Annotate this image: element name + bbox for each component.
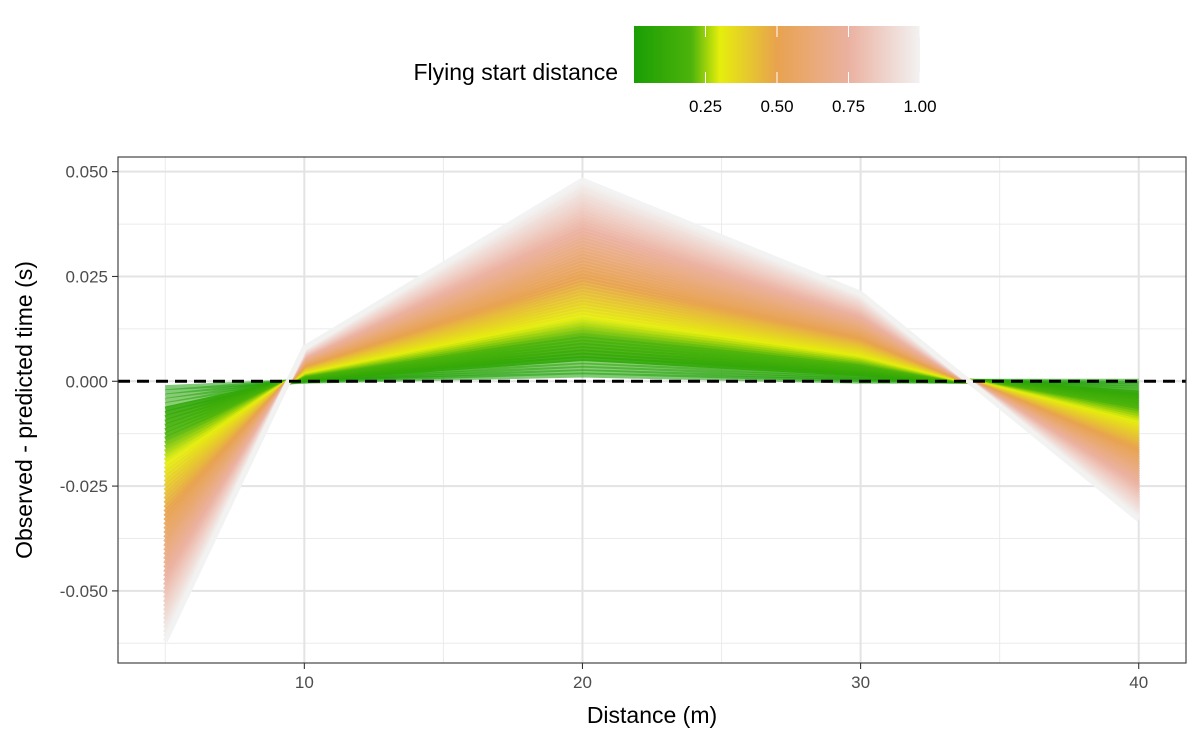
y-tick-label: -0.025	[60, 477, 108, 496]
legend-tick-label: 0.50	[760, 97, 793, 116]
legend: Flying start distance 0.25 0.50 0.75 1.00	[413, 26, 937, 116]
x-tick-label: 10	[295, 673, 314, 692]
x-axis-title: Distance (m)	[587, 702, 717, 728]
series-line	[163, 177, 1141, 643]
legend-tick-label: 1.00	[903, 97, 936, 116]
y-tick-label: 0.000	[65, 372, 108, 391]
plot-panel	[117, 156, 1187, 664]
x-tick-label: 30	[851, 673, 870, 692]
series-lines	[163, 177, 1141, 643]
y-tick-label: 0.050	[65, 163, 108, 182]
x-axis: 10 20 30 40	[295, 663, 1148, 692]
panel-border	[117, 156, 1187, 664]
y-axis-title: Observed - predicted time (s)	[11, 261, 37, 559]
y-tick-label: -0.050	[60, 582, 108, 601]
legend-ticks: 0.25 0.50 0.75 1.00	[689, 26, 937, 116]
x-tick-label: 20	[573, 673, 592, 692]
legend-tick-label: 0.75	[832, 97, 865, 116]
y-tick-label: 0.025	[65, 267, 108, 286]
y-axis: 0.050 0.025 0.000 -0.025 -0.050	[60, 163, 118, 601]
x-tick-label: 40	[1129, 673, 1148, 692]
legend-title: Flying start distance	[413, 59, 618, 85]
legend-tick-label: 0.25	[689, 97, 722, 116]
